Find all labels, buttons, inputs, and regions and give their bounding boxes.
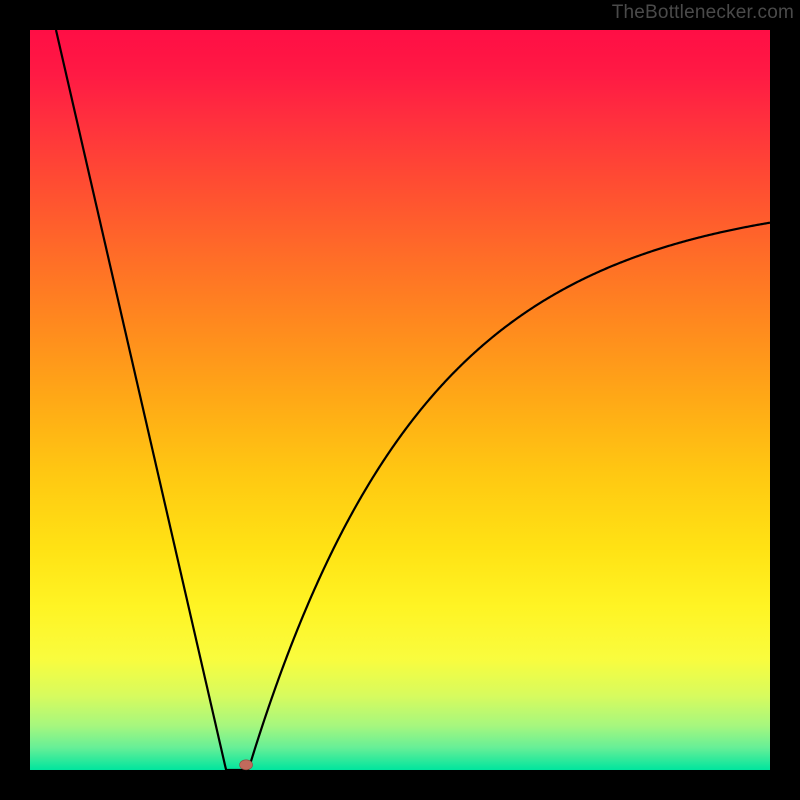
bottleneck-chart: [0, 0, 800, 800]
chart-container: TheBottlenecker.com: [0, 0, 800, 800]
optimal-point-marker: [240, 760, 253, 770]
watermark-text: TheBottlenecker.com: [612, 2, 794, 24]
